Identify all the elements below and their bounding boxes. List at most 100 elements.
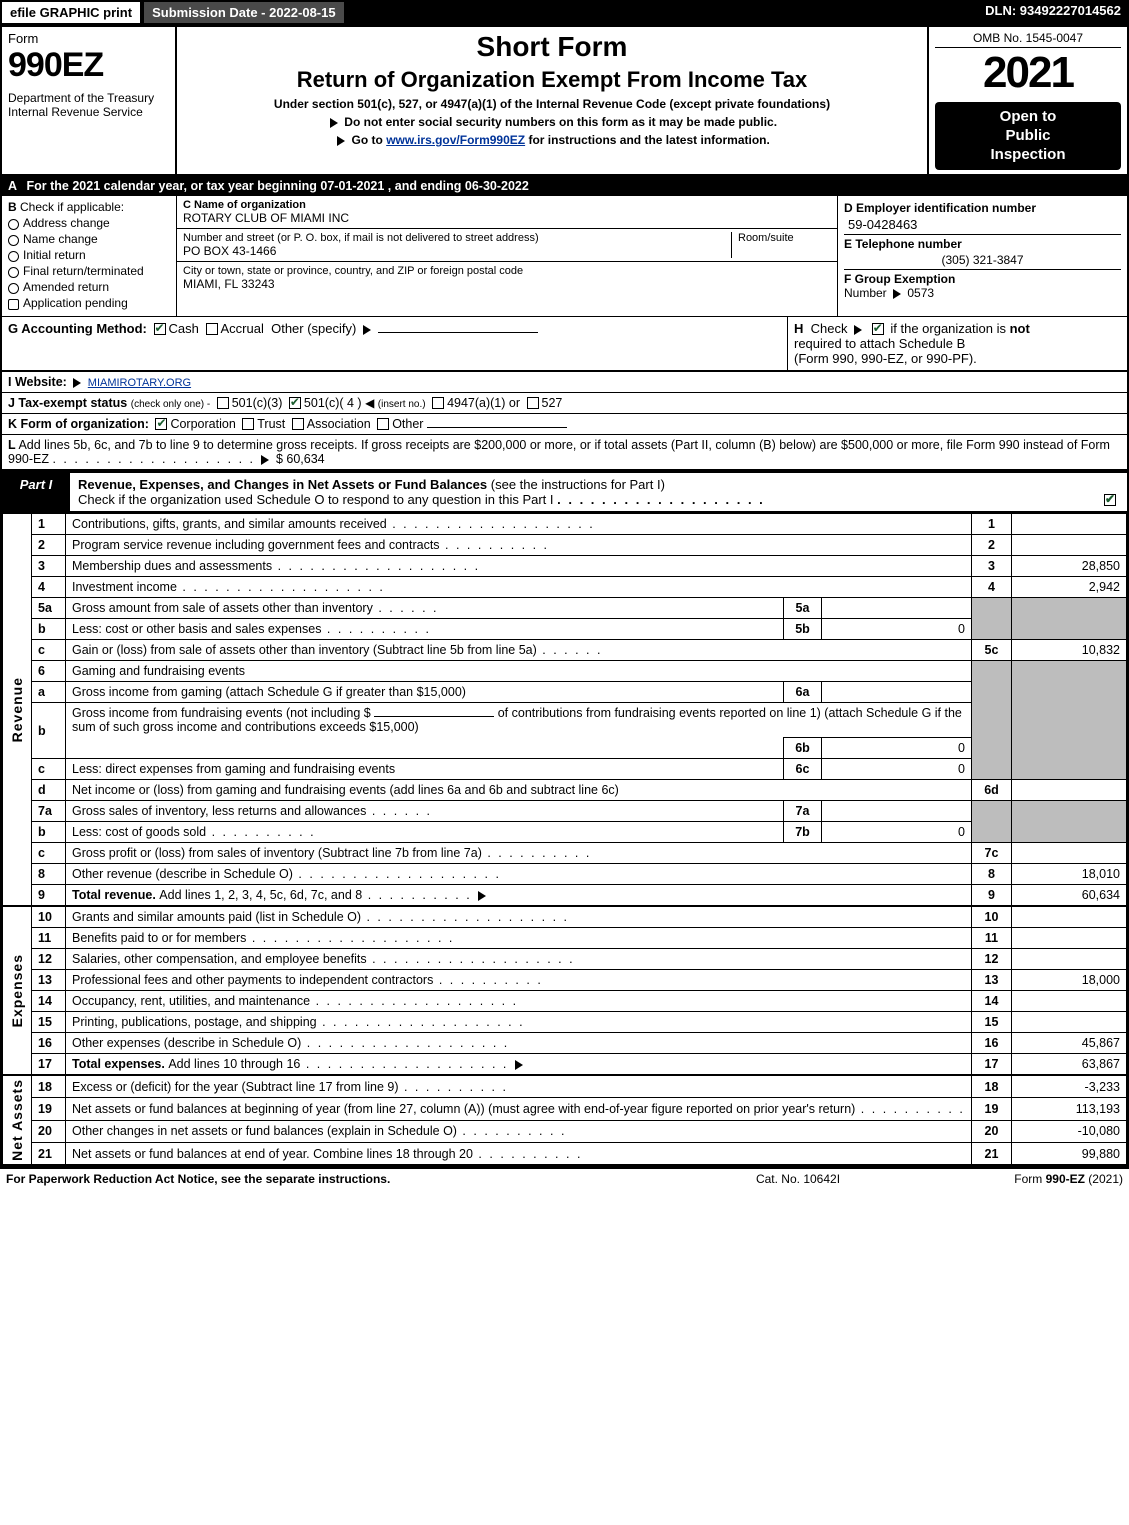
line-3: 3 Membership dues and assessments 3 28,8…	[3, 556, 1127, 577]
chk-amended-return[interactable]: Amended return	[8, 280, 170, 294]
i-label: I Website:	[8, 375, 67, 389]
grey-val	[1012, 801, 1127, 843]
line-val: 45,867	[1012, 1033, 1127, 1054]
line-box: 9	[972, 885, 1012, 907]
chk-initial-return[interactable]: Initial return	[8, 248, 170, 262]
section-bcdef: B Check if applicable: Address change Na…	[2, 196, 1127, 317]
line-val: 18,010	[1012, 864, 1127, 885]
h-text2: if the organization is	[890, 321, 1006, 336]
line-desc: Professional fees and other payments to …	[66, 970, 972, 991]
line-num: c	[32, 640, 66, 661]
footer-mid: Cat. No. 10642I	[673, 1172, 923, 1186]
line-num: 7a	[32, 801, 66, 822]
line-num: 11	[32, 928, 66, 949]
open-line3: Inspection	[939, 146, 1117, 165]
goto-post: for instructions and the latest informat…	[528, 133, 769, 147]
line-box: 21	[972, 1142, 1012, 1164]
line-val	[1012, 843, 1127, 864]
line-box: 16	[972, 1033, 1012, 1054]
sub-label: 7a	[784, 801, 822, 822]
chk-h[interactable]	[872, 323, 884, 335]
website-link[interactable]: MIAMIROTARY.ORG	[88, 377, 191, 389]
line-box: 15	[972, 1012, 1012, 1033]
g-other-blank[interactable]	[378, 332, 538, 333]
chk-501c3[interactable]	[217, 397, 229, 409]
chk-cash[interactable]	[154, 323, 166, 335]
h-schedule-b: H Check if the organization is not requi…	[787, 317, 1127, 370]
line-num: c	[32, 843, 66, 864]
line-desc: Total revenue. Add lines 1, 2, 3, 4, 5c,…	[66, 885, 972, 907]
line-num: b	[32, 619, 66, 640]
line-12: 12 Salaries, other compensation, and emp…	[3, 949, 1127, 970]
arrow-icon	[337, 136, 345, 146]
line-6d: d Net income or (loss) from gaming and f…	[3, 780, 1127, 801]
line-6: 6 Gaming and fundraising events	[3, 661, 1127, 682]
sub-label: 6a	[784, 682, 822, 703]
line-desc: Gross amount from sale of assets other t…	[66, 598, 784, 619]
line-desc: Excess or (deficit) for the year (Subtra…	[66, 1075, 972, 1098]
part-1-label: Part I	[2, 473, 70, 511]
line-6a: a Gross income from gaming (attach Sched…	[3, 682, 1127, 703]
line-num: 9	[32, 885, 66, 907]
grey-box	[972, 661, 1012, 780]
header-right: OMB No. 1545-0047 2021 Open to Public In…	[927, 27, 1127, 174]
chk-trust[interactable]	[242, 418, 254, 430]
k-other: Other	[392, 417, 423, 431]
line-desc: Gross profit or (loss) from sales of inv…	[66, 843, 972, 864]
part-1-banner: Part I Revenue, Expenses, and Changes in…	[2, 471, 1127, 513]
g-cash: Cash	[169, 321, 199, 336]
room-suite-label: Room/suite	[738, 232, 831, 244]
chk-527[interactable]	[527, 397, 539, 409]
line-num: 3	[32, 556, 66, 577]
line-box: 13	[972, 970, 1012, 991]
irs-link[interactable]: www.irs.gov/Form990EZ	[386, 133, 525, 147]
line-box: 18	[972, 1075, 1012, 1098]
chk-accrual[interactable]	[206, 323, 218, 335]
chk-application-pending[interactable]: Application pending	[8, 296, 170, 310]
line-num: 6	[32, 661, 66, 682]
g-label: G Accounting Method:	[8, 321, 147, 336]
line-8: 8 Other revenue (describe in Schedule O)…	[3, 864, 1127, 885]
line-desc: Gaming and fundraising events	[66, 661, 972, 682]
part-1-title-block: Revenue, Expenses, and Changes in Net As…	[70, 473, 1127, 511]
chk-schedule-o[interactable]	[1104, 494, 1116, 506]
efile-print-label[interactable]: efile GRAPHIC print	[0, 0, 142, 25]
blank-amount[interactable]	[374, 716, 494, 717]
f-value: 0573	[907, 286, 934, 300]
line-6b: b Gross income from fundraising events (…	[3, 703, 1127, 738]
k-label: K Form of organization:	[8, 417, 149, 431]
form-header: Form 990EZ Department of the Treasury In…	[2, 27, 1127, 176]
chk-4947[interactable]	[432, 397, 444, 409]
line-num: 2	[32, 535, 66, 556]
line-desc: Gross sales of inventory, less returns a…	[66, 801, 784, 822]
revenue-section-label: Revenue	[3, 514, 32, 907]
line-7b: b Less: cost of goods sold 7b 0	[3, 822, 1127, 843]
part-1-note: (see the instructions for Part I)	[491, 477, 665, 492]
line-num: 13	[32, 970, 66, 991]
line-box: 5c	[972, 640, 1012, 661]
chk-assoc[interactable]	[292, 418, 304, 430]
chk-501c[interactable]	[289, 397, 301, 409]
sub-val	[822, 598, 972, 619]
line-desc-cont	[66, 738, 784, 759]
chk-final-return[interactable]: Final return/terminated	[8, 264, 170, 278]
chk-address-change[interactable]: Address change	[8, 216, 170, 230]
grey-box	[972, 598, 1012, 640]
sub-label: 6b	[784, 738, 822, 759]
line-box: 3	[972, 556, 1012, 577]
line-2: 2 Program service revenue including gove…	[3, 535, 1127, 556]
chk-name-change[interactable]: Name change	[8, 232, 170, 246]
line-box: 4	[972, 577, 1012, 598]
sub-label: 5b	[784, 619, 822, 640]
column-def: D Employer identification number 59-0428…	[837, 196, 1127, 316]
arrow-icon	[363, 325, 371, 335]
line-13: 13 Professional fees and other payments …	[3, 970, 1127, 991]
line-val: 2,942	[1012, 577, 1127, 598]
sub-label: 7b	[784, 822, 822, 843]
k-other-blank[interactable]	[427, 427, 567, 428]
header-center: Short Form Return of Organization Exempt…	[177, 27, 927, 174]
line-box: 1	[972, 514, 1012, 535]
line-val	[1012, 906, 1127, 928]
chk-other[interactable]	[377, 418, 389, 430]
chk-corp[interactable]	[155, 418, 167, 430]
